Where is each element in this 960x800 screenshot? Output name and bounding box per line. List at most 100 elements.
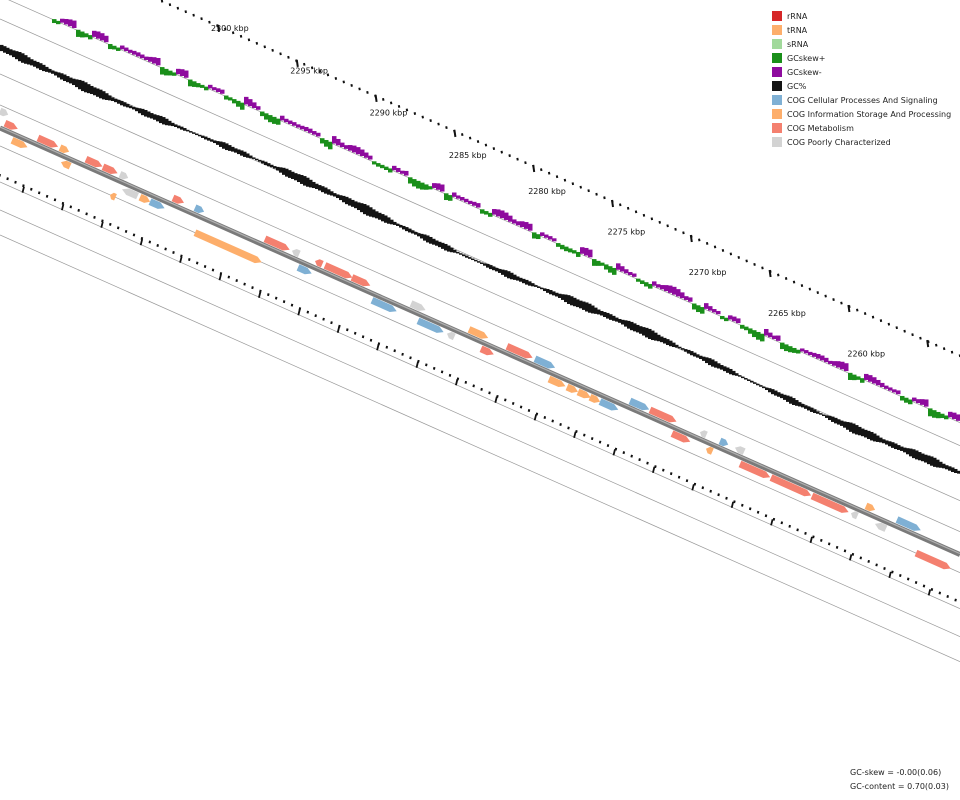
tick-mark xyxy=(906,577,910,581)
tick-mark xyxy=(856,308,859,312)
tick-mark-major xyxy=(730,501,735,509)
tick-mark-major xyxy=(689,234,693,243)
gene-feature xyxy=(10,137,28,148)
gc-content-bar xyxy=(648,328,652,340)
gc-content-bar xyxy=(747,379,751,381)
gc-content-bar xyxy=(498,268,502,273)
gc-content-bar xyxy=(48,68,52,73)
gene-feature xyxy=(479,345,494,356)
tick-mark xyxy=(741,503,744,507)
tick-mark xyxy=(851,552,855,556)
gc-skew-bar xyxy=(792,347,797,353)
gc-content-bar xyxy=(273,166,277,169)
gc-content-bar xyxy=(672,342,676,348)
gc-content-bar xyxy=(894,443,898,450)
tick-mark xyxy=(551,419,554,423)
gc-content-bar xyxy=(687,349,691,354)
tick-mark xyxy=(903,329,906,333)
gc-content-bar xyxy=(624,320,628,327)
gc-content-bar xyxy=(654,332,658,341)
gc-skew-bar xyxy=(856,376,861,380)
gene-feature xyxy=(547,375,566,387)
gc-content-bar xyxy=(69,77,73,84)
gc-skew-bar xyxy=(828,360,833,364)
tick-mark-major xyxy=(809,536,813,544)
gc-skew-bar xyxy=(320,138,325,144)
tick-mark xyxy=(867,559,870,563)
tick-mark xyxy=(511,401,515,405)
gc-content-bar xyxy=(792,398,796,406)
tick-mark xyxy=(413,112,417,115)
gc-skew-bar xyxy=(620,266,625,272)
gc-skew-bar xyxy=(228,97,233,101)
backbone-line xyxy=(0,125,960,557)
gc-content-bar xyxy=(933,457,937,467)
gc-skew-bar xyxy=(928,408,933,417)
gc-content-bar xyxy=(102,91,106,100)
gc-content-bar xyxy=(33,60,37,67)
tick-mark xyxy=(172,251,175,254)
gc-content-bar xyxy=(597,309,601,315)
tick-mark xyxy=(674,227,677,231)
gc-skew-bar xyxy=(948,411,953,418)
gene-feature xyxy=(628,397,650,411)
legend-item-cog-cellular: COG Cellular Processes And Signaling xyxy=(772,93,951,107)
gc-skew-bar xyxy=(536,234,541,240)
gc-content-bar xyxy=(639,326,643,334)
gc-content-bar xyxy=(327,189,331,195)
gc-content-bar xyxy=(357,202,361,211)
gene-feature xyxy=(193,204,205,214)
gene-feature xyxy=(738,460,771,478)
gc-content-bar xyxy=(468,257,472,259)
gene-feature xyxy=(101,163,118,174)
gc-skew-bar xyxy=(816,353,821,359)
gc-content-bar xyxy=(627,320,631,329)
gc-skew-bar xyxy=(156,57,161,66)
gc-skew-bar xyxy=(192,81,197,87)
legend-label: tRNA xyxy=(787,25,808,35)
gc-content-bar xyxy=(279,167,283,173)
gc-content-bar xyxy=(732,370,736,376)
gc-content-bar xyxy=(630,321,634,331)
gc-content-bar xyxy=(198,134,202,137)
gene-feature xyxy=(323,262,353,279)
gc-skew-bar xyxy=(440,184,445,192)
gene-feature xyxy=(851,511,859,520)
tick-mark xyxy=(709,489,712,493)
tick-mark xyxy=(824,294,827,298)
gc-content-bar xyxy=(372,209,376,218)
tick-mark xyxy=(598,440,602,444)
gc-content-bar xyxy=(900,446,904,451)
tick-mark-major xyxy=(295,59,299,68)
gc-content-bar xyxy=(711,359,715,367)
gc-content-bar xyxy=(864,429,868,438)
tick-mark xyxy=(693,482,697,486)
gc-content-bar xyxy=(57,72,61,78)
tick-mark xyxy=(500,150,503,154)
tick-mark xyxy=(946,595,949,599)
legend-item-trna: tRNA xyxy=(772,23,951,37)
gc-content-bar xyxy=(462,254,466,257)
tick-mark xyxy=(476,140,480,144)
tick-mark xyxy=(619,203,622,207)
gc-skew-bar xyxy=(124,47,129,52)
tick-mark-major xyxy=(455,379,459,386)
gc-content-bar xyxy=(192,132,196,134)
gc-content-bar xyxy=(870,431,874,441)
gc-content-bar xyxy=(459,253,463,255)
gc-content-bar xyxy=(66,76,70,83)
gc-content-bar xyxy=(135,107,139,112)
gc-skew-bar xyxy=(800,348,805,352)
gc-skew-bar xyxy=(704,303,709,309)
tick-mark xyxy=(583,433,586,437)
tick-mark-major xyxy=(415,361,419,368)
gc-skew-bar xyxy=(340,142,345,148)
gc-content-bar xyxy=(282,167,286,175)
gc-skew-bar xyxy=(692,303,697,310)
gc-skew-bar xyxy=(404,170,409,176)
gc-content-bar xyxy=(237,149,241,155)
tick-mark xyxy=(922,584,926,588)
gc-content-bar xyxy=(126,103,130,108)
gc-content-bar xyxy=(477,261,481,263)
gc-skew-bar xyxy=(208,84,213,89)
